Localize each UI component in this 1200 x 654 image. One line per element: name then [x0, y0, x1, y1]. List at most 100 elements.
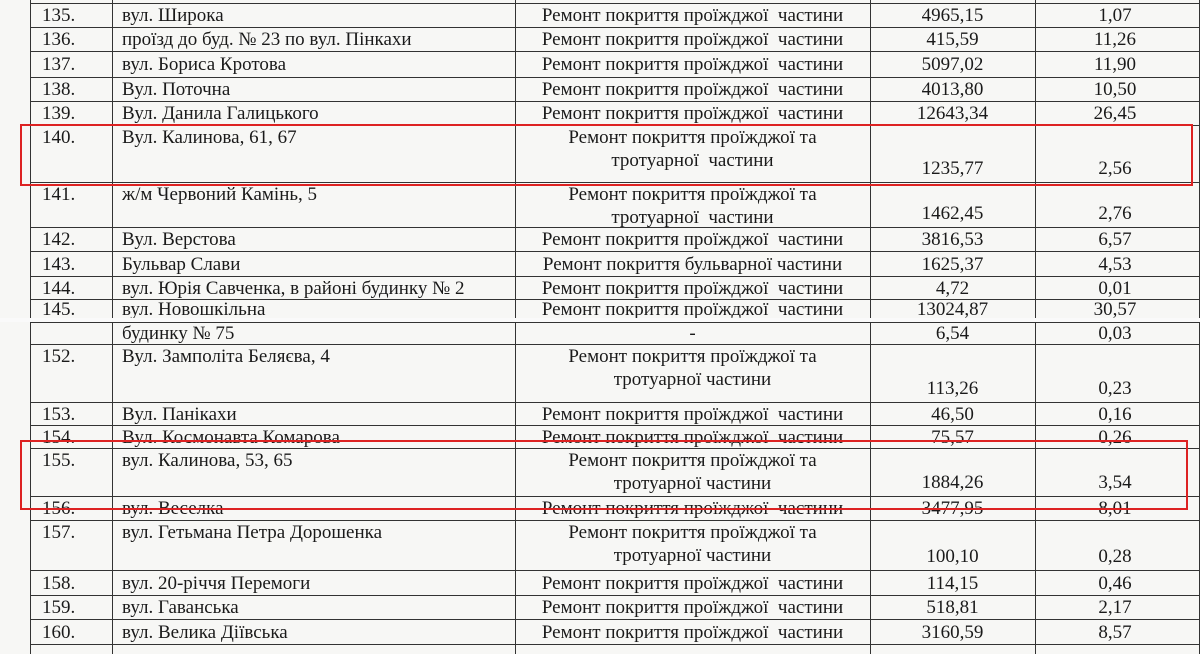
work-type: Ремонт покриття проїжджої та	[568, 127, 817, 148]
area: 0,28	[1098, 546, 1132, 567]
row-number: 153.	[42, 403, 76, 425]
area: 0,01	[1098, 277, 1132, 299]
length: 518,81	[926, 597, 979, 618]
row-rule	[30, 570, 1200, 571]
length: 1235,77	[921, 158, 984, 179]
work-type: тротуарної частини	[611, 207, 774, 228]
row-rule	[30, 276, 1200, 277]
row-rule	[30, 227, 1200, 228]
row-number: 142.	[42, 229, 76, 250]
row-number: 143.	[42, 253, 76, 275]
column-rule	[1035, 0, 1036, 318]
area: 0,16	[1098, 403, 1132, 425]
work-type: Ремонт покриття проїжджої частини	[541, 299, 844, 318]
row-rule	[30, 496, 1200, 497]
work-type: Ремонт покриття проїжджої частини	[541, 5, 844, 26]
length: 12643,34	[916, 103, 989, 124]
row-number: 135.	[42, 5, 76, 26]
area: 0,23	[1098, 378, 1132, 399]
row-rule	[30, 402, 1200, 403]
table-fragment: 135. вул. Широка Ремонт покриття проїжджої…	[0, 0, 1200, 318]
row-number: 138.	[42, 79, 76, 100]
work-type: Ремонт покриття проїжджої частини	[541, 103, 844, 124]
row-number: 158.	[42, 572, 76, 594]
length: 1462,45	[921, 203, 984, 224]
street: проїзд до буд. № 23 по вул. Пінкахи	[122, 29, 412, 50]
street: вул. Юрія Савченка, в районі будинку № 2	[122, 277, 465, 299]
area: 3,54	[1098, 472, 1132, 493]
work-type: Ремонт покриття проїжджої та	[568, 522, 817, 543]
work-type: Ремонт покриття проїжджої частини	[541, 54, 844, 75]
work-type: Ремонт покриття проїжджої частини	[541, 403, 844, 425]
row-rule	[30, 299, 1200, 300]
row-rule	[30, 619, 1200, 620]
row-number: 137.	[42, 54, 76, 75]
street: будинку № 75	[122, 323, 235, 344]
length: 6,54	[935, 323, 970, 344]
work-type: тротуарної частини	[613, 369, 772, 390]
work-type: Ремонт покриття проїжджої частини	[541, 621, 844, 643]
area: 2,76	[1098, 203, 1132, 224]
row-rule	[30, 51, 1200, 52]
row-rule	[30, 322, 1200, 323]
work-type: Ремонт покриття проїжджої частини	[541, 426, 844, 448]
row-rule	[30, 27, 1200, 28]
row-rule	[30, 77, 1200, 78]
length: 415,59	[926, 29, 979, 50]
row-number: 140.	[42, 127, 76, 148]
length: 100,10	[926, 546, 979, 567]
area: 0,26	[1098, 426, 1132, 448]
column-rule	[30, 322, 31, 654]
row-number: 159.	[42, 597, 76, 618]
row-number: 160.	[42, 621, 76, 643]
street: Бульвар Слави	[122, 253, 241, 275]
row-rule	[30, 3, 1200, 4]
work-type: Ремонт покриття проїжджої та	[568, 450, 817, 471]
street: вул. Гаванська	[122, 597, 239, 618]
work-type: Ремонт покриття проїжджої частини	[541, 229, 844, 250]
area: 11,90	[1093, 54, 1137, 75]
row-number: 155.	[42, 450, 76, 471]
column-rule	[515, 322, 516, 654]
row-rule	[30, 520, 1200, 521]
street: Вул. Замполіта Беляєва, 4	[122, 346, 330, 367]
street: Вул. Поточна	[122, 79, 231, 100]
street: вул. Калинова, 53, 65	[122, 450, 293, 471]
area: 2,17	[1098, 597, 1132, 618]
row-number: 154.	[42, 426, 76, 448]
area: 4,53	[1098, 253, 1132, 275]
column-rule	[112, 322, 113, 654]
length: 5097,02	[921, 54, 984, 75]
length: 114,15	[926, 572, 979, 594]
work-type: тротуарної частини	[611, 150, 774, 171]
work-type: Ремонт покриття проїжджої та	[568, 184, 817, 205]
street: Вул. Панікахи	[122, 403, 237, 425]
work-type: Ремонт покриття проїжджої частини	[541, 79, 844, 100]
column-rule	[515, 0, 516, 318]
street: Вул. Калинова, 61, 67	[122, 127, 297, 148]
work-type: Ремонт покриття проїжджої та	[568, 346, 817, 367]
area: 11,26	[1093, 29, 1137, 50]
column-rule	[112, 0, 113, 318]
length: 113,26	[926, 378, 979, 399]
row-rule	[30, 425, 1200, 426]
row-number: 152.	[42, 346, 76, 367]
row-rule	[30, 101, 1200, 102]
row-rule	[30, 344, 1200, 345]
length: 4,72	[935, 277, 970, 299]
work-type: тротуарної частини	[613, 473, 772, 494]
highlight-box	[20, 440, 1188, 510]
row-number: 141.	[42, 184, 76, 205]
street: вул. 20-річчя Перемоги	[122, 572, 311, 594]
work-type: Ремонт покриття проїжджої частини	[541, 277, 844, 299]
area: 1,07	[1098, 5, 1132, 26]
work-type: Ремонт покриття бульварної частини	[542, 253, 843, 275]
work-type: Ремонт покриття проїжджої частини	[541, 29, 844, 50]
column-rule	[1035, 322, 1036, 654]
area: 6,57	[1098, 229, 1132, 250]
area: 10,50	[1093, 79, 1137, 100]
table-fragment: будинку № 75 - 6,54 0,03 152. Вул. Замполіта …	[0, 322, 1200, 654]
work-type: -	[689, 323, 696, 344]
column-rule	[30, 0, 31, 318]
